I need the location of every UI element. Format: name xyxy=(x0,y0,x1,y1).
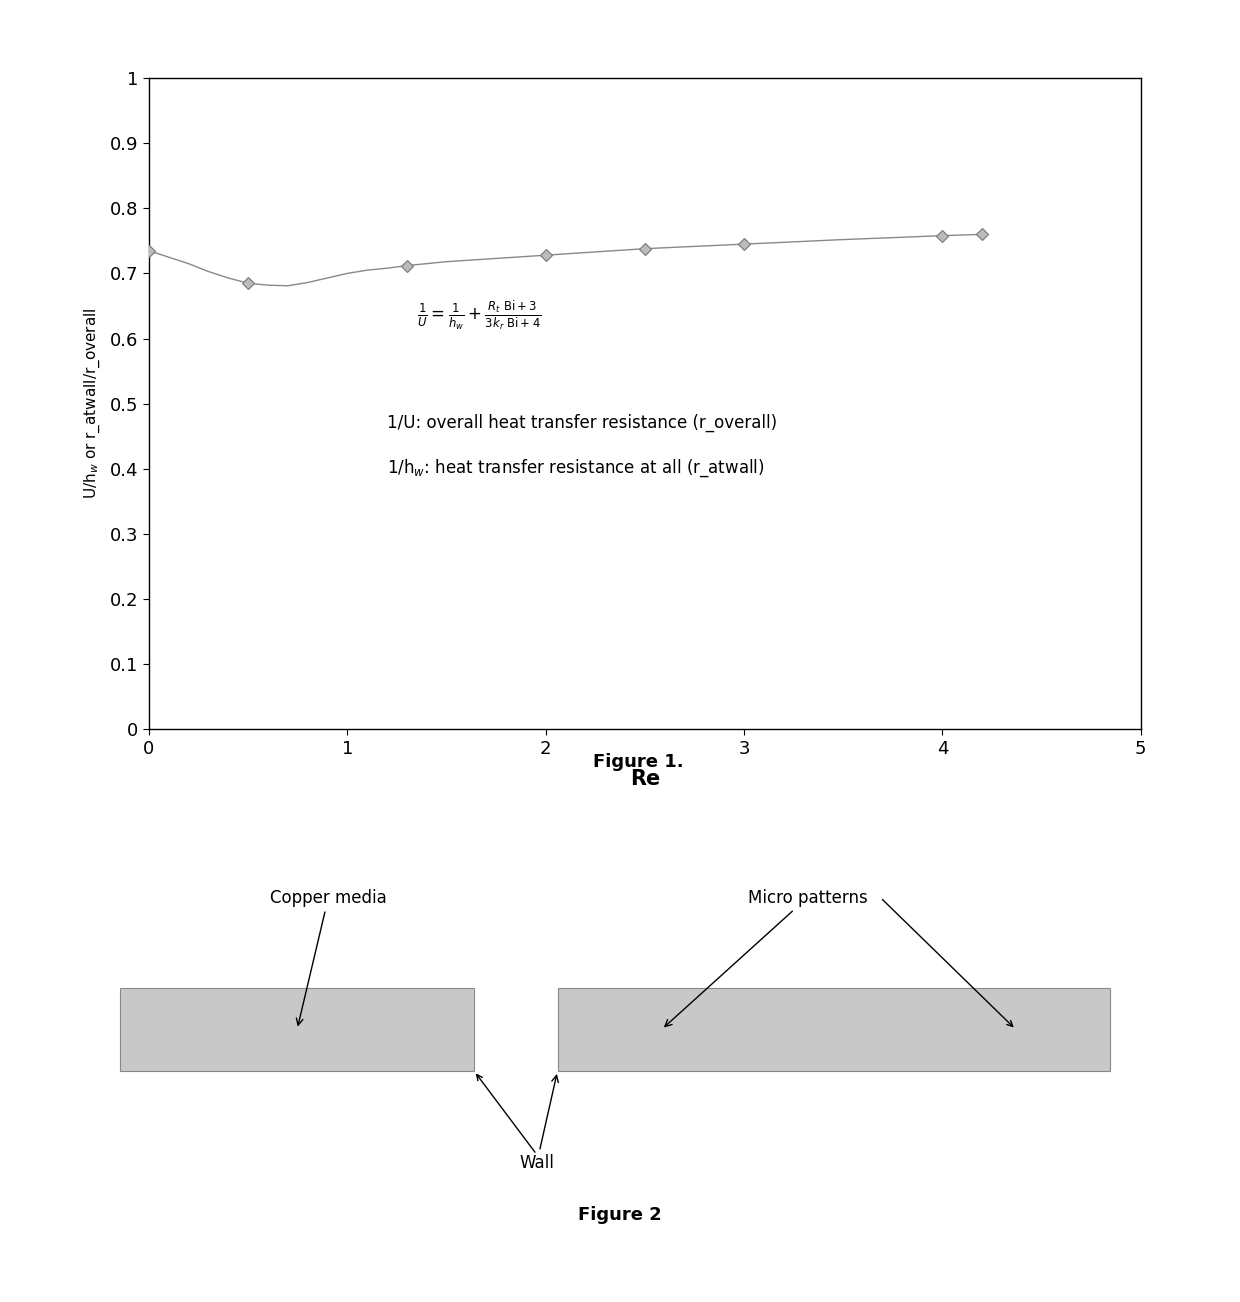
Text: Figure 2: Figure 2 xyxy=(578,1206,662,1224)
Text: $\frac{1}{U} = \frac{1}{h_w} + \frac{R_t\ \mathrm{Bi}+3}{3k_r\ \mathrm{Bi}+4}$: $\frac{1}{U} = \frac{1}{h_w} + \frac{R_t… xyxy=(417,299,541,332)
Bar xyxy=(558,988,1110,1072)
Text: Wall: Wall xyxy=(520,1075,558,1172)
Text: 1/h$_w$: heat transfer resistance at all (r_atwall): 1/h$_w$: heat transfer resistance at all… xyxy=(387,458,764,479)
Text: Figure 1.: Figure 1. xyxy=(593,753,684,771)
Y-axis label: U/h$_w$ or r_atwall/r_overall: U/h$_w$ or r_atwall/r_overall xyxy=(82,307,102,500)
Text: Micro patterns: Micro patterns xyxy=(665,888,867,1026)
Text: Copper media: Copper media xyxy=(270,888,387,1025)
Text: 1/U: overall heat transfer resistance (r_overall): 1/U: overall heat transfer resistance (r… xyxy=(387,414,777,432)
X-axis label: Re: Re xyxy=(630,768,660,789)
Bar xyxy=(120,988,474,1072)
